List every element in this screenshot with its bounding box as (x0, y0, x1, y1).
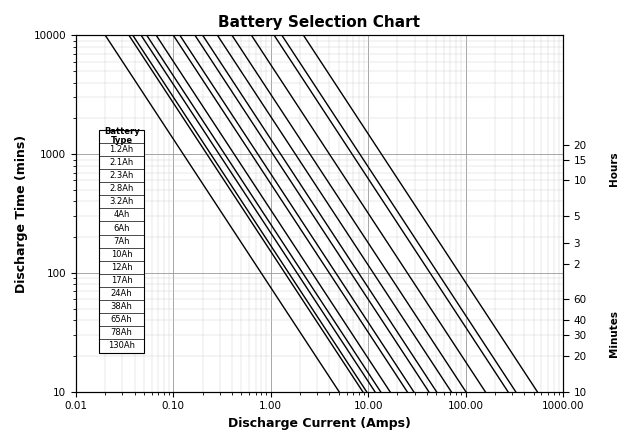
Text: 130Ah: 130Ah (108, 341, 135, 351)
Text: 17Ah: 17Ah (111, 276, 132, 285)
Text: 12Ah: 12Ah (111, 263, 132, 272)
Text: 6Ah: 6Ah (113, 223, 130, 233)
Text: 2.1Ah: 2.1Ah (110, 158, 134, 167)
Text: 24Ah: 24Ah (111, 289, 132, 298)
Text: Battery
Type: Battery Type (104, 127, 140, 146)
Text: Hours: Hours (609, 152, 619, 186)
Bar (100, 130, 144, 352)
Text: 10Ah: 10Ah (111, 250, 132, 259)
Text: 2.3Ah: 2.3Ah (110, 171, 134, 180)
Title: Battery Selection Chart: Battery Selection Chart (219, 15, 420, 30)
Text: 4Ah: 4Ah (113, 210, 130, 219)
Text: 38Ah: 38Ah (111, 302, 133, 311)
Text: Minutes: Minutes (609, 310, 619, 357)
Text: 3.2Ah: 3.2Ah (110, 197, 134, 206)
Text: 1.2Ah: 1.2Ah (110, 145, 134, 154)
Y-axis label: Discharge Time (mins): Discharge Time (mins) (15, 134, 28, 293)
Text: 65Ah: 65Ah (111, 315, 132, 324)
X-axis label: Discharge Current (Amps): Discharge Current (Amps) (228, 417, 411, 430)
Text: 2.8Ah: 2.8Ah (110, 184, 134, 193)
Text: 78Ah: 78Ah (111, 328, 133, 337)
Text: 7Ah: 7Ah (113, 237, 130, 246)
